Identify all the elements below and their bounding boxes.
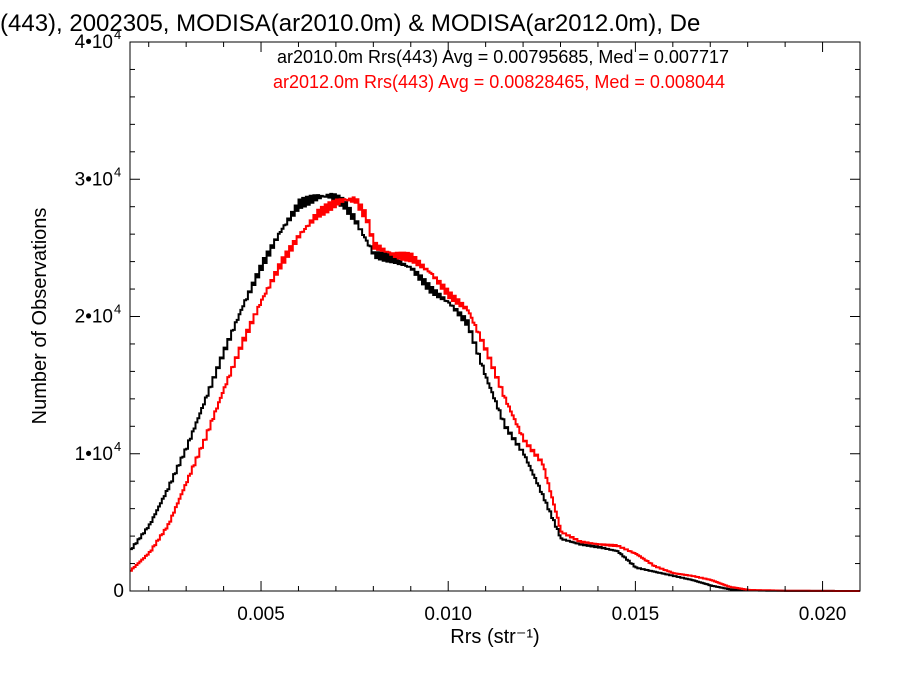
annotation-ar2010: ar2010.0m Rrs(443) Avg = 0.00795685, Med… xyxy=(277,47,729,67)
x-axis-label: Rrs (str⁻¹) xyxy=(450,626,539,648)
y-tick-exponent: 4 xyxy=(114,302,121,317)
series-line-1 xyxy=(130,196,860,592)
x-tick-label: 0.020 xyxy=(799,604,847,625)
y-tick-exponent: 4 xyxy=(114,439,121,454)
y-tick-label: 2•10 xyxy=(75,307,113,328)
y-tick-exponent: 4 xyxy=(114,27,121,42)
y-axis-label: Number of Observations xyxy=(29,208,51,425)
ticks-layer xyxy=(130,41,860,592)
y-tick-label: 3•10 xyxy=(75,169,113,190)
series-line-0 xyxy=(130,192,860,592)
y-tick-label: 0 xyxy=(113,581,124,602)
series-layer xyxy=(130,192,860,592)
x-tick-label: 0.005 xyxy=(237,604,285,625)
annotation-ar2012: ar2012.0m Rrs(443) Avg = 0.00828465, Med… xyxy=(273,72,725,92)
y-tick-label: 4•10 xyxy=(75,32,113,53)
y-tick-label: 1•10 xyxy=(75,444,113,465)
y-tick-exponent: 4 xyxy=(114,164,121,179)
x-tick-label: 0.010 xyxy=(424,604,472,625)
x-tick-label: 0.015 xyxy=(612,604,660,625)
chart-title: (443), 2002305, MODISA(ar2010.0m) & MODI… xyxy=(0,10,700,37)
